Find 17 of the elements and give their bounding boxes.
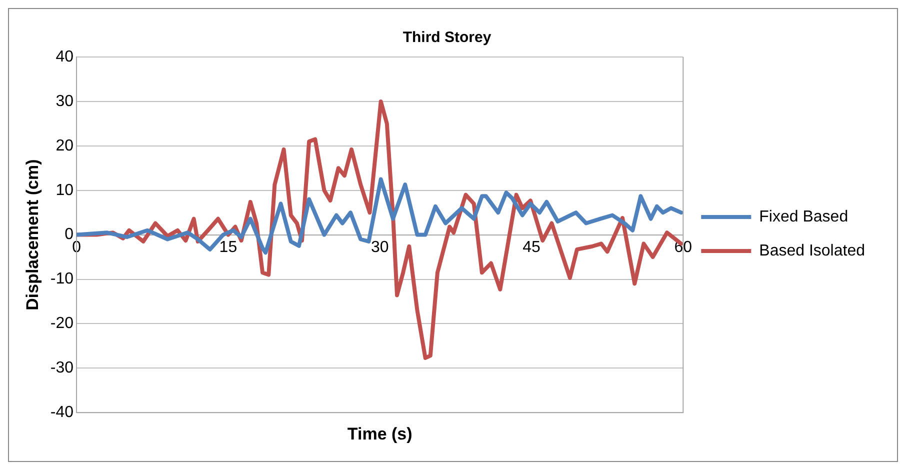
x-tick-label: 45 [522, 238, 540, 256]
x-tick-label: 15 [219, 238, 238, 256]
y-axis-title: Displacement (cm) [22, 159, 42, 310]
y-tick-label: 10 [56, 182, 74, 199]
y-tick-label: 0 [64, 226, 74, 244]
x-axis-title: Time (s) [347, 424, 412, 444]
legend-label: Fixed Based [759, 208, 848, 226]
chart-title: Third Storey [402, 29, 492, 46]
y-tick-label: 20 [56, 137, 74, 154]
y-tick-label: -40 [50, 404, 74, 422]
y-tick-label: -20 [50, 315, 74, 332]
y-tick-label: -10 [50, 270, 74, 288]
legend-label: Based Isolated [759, 242, 866, 260]
y-tick-label: -30 [50, 360, 74, 377]
y-tick-label: 30 [56, 92, 74, 110]
x-tick-label: 30 [370, 238, 389, 256]
y-tick-label: 40 [56, 48, 74, 66]
